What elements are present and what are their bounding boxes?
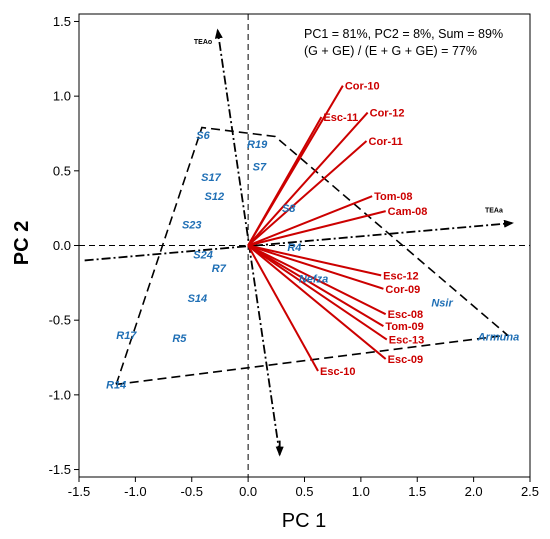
genotype-label: S23 [182,220,202,232]
environment-vector [247,245,319,372]
environment-vector [247,111,369,247]
x-tick-label: 2.0 [465,484,483,499]
genotype-label: S12 [205,191,225,203]
environment-vector [247,244,382,277]
environment-label: Cam-08 [388,206,428,218]
environment-vector [247,195,373,247]
genotype-label: S14 [188,293,208,305]
x-tick-label: 2.5 [521,484,539,499]
y-tick-label: -0.5 [49,313,71,328]
genotype-label: R5 [172,333,187,345]
genotype-label: S8 [282,203,296,215]
environment-label: Esc-10 [320,366,355,378]
genotype-label: Nefza [299,273,328,285]
genotype-label: R7 [212,263,227,275]
annotation-variance: PC1 = 81%, PC2 = 8%, Sum = 89% [304,27,503,41]
hull-polygon [115,126,510,386]
x-tick-label: 0.5 [295,484,313,499]
point-labels: Cor-10 Esc-11 Cor-12 Cor-11 Tom-08 Cam-08 Esc-… [106,81,519,392]
environment-label: Esc-13 [389,335,424,347]
tea-axis-label: TEAo [194,39,212,46]
x-tick-label: -1.0 [124,484,146,499]
y-tick-label: -1.0 [49,387,71,402]
environment-label: Cor-12 [370,108,405,120]
y-tick-label: 1.5 [53,14,71,29]
reference-lines [79,14,530,477]
environment-label: Esc-12 [383,270,418,282]
environment-label: Tom-08 [374,191,412,203]
annotation-ratio: (G + GE) / (E + G + GE) = 77% [304,44,477,58]
tea-axis-line [214,28,281,455]
genotype-label: S24 [193,249,213,261]
environment-label: Cor-10 [345,81,380,93]
genotype-label: S6 [196,130,210,142]
environment-label: Cor-11 [369,136,403,148]
x-tick-label: -0.5 [181,484,203,499]
x-tick-label: 1.0 [352,484,370,499]
environment-vector [247,244,388,341]
environment-vector [247,244,387,316]
genotype-label: R14 [106,379,126,391]
x-tick-label: 1.5 [408,484,426,499]
genotype-label: R4 [287,242,301,254]
axis-ticks: -1.5 -1.0 -0.5 0.0 0.5 1.0 1.5 2.0 2.5 -1.5 -1.0 -0… [49,14,539,499]
polygon-hull [115,126,510,386]
environment-vector [247,244,384,328]
environment-label: Cor-09 [385,284,420,296]
environment-vectors [247,85,388,372]
y-axis-title: PC 2 [11,221,33,265]
genotype-label: S17 [201,172,221,184]
genotype-label: Armuna [477,332,520,344]
environment-vector [247,140,368,247]
x-tick-label: -1.5 [68,484,90,499]
genotype-label: S7 [253,161,267,173]
tea-axes: TEAo TEAa [84,28,514,457]
environment-vector [247,116,323,246]
tea-axis-line [84,219,514,262]
x-axis-title: PC 1 [282,510,326,532]
y-tick-label: 1.0 [53,89,71,104]
environment-vector [247,244,387,360]
environment-vector [247,244,384,290]
environment-label: Esc-11 [323,112,358,124]
y-tick-label: 0.5 [53,163,71,178]
genotype-label: R17 [116,330,137,342]
environment-label: Esc-08 [388,309,423,321]
genotype-label: R19 [247,139,268,151]
tea-axis-label: TEAa [485,208,503,215]
environment-vector [247,210,386,247]
genotype-label: Nsir [431,297,453,309]
environment-label: Tom-09 [385,321,423,333]
y-tick-label: 0.0 [53,238,71,253]
x-tick-label: 0.0 [239,484,257,499]
y-tick-label: -1.5 [49,462,71,477]
environment-label: Esc-09 [388,354,423,366]
